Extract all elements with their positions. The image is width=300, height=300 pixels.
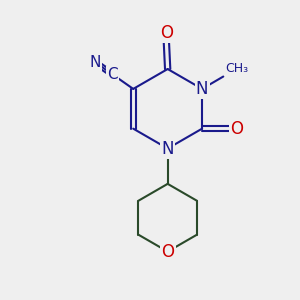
Text: O: O: [230, 120, 243, 138]
Text: CH₃: CH₃: [225, 62, 248, 75]
Text: C: C: [107, 67, 118, 82]
Text: O: O: [161, 243, 174, 261]
Text: N: N: [90, 55, 101, 70]
Text: O: O: [160, 24, 173, 42]
Text: N: N: [161, 140, 174, 158]
Text: N: N: [196, 80, 208, 98]
